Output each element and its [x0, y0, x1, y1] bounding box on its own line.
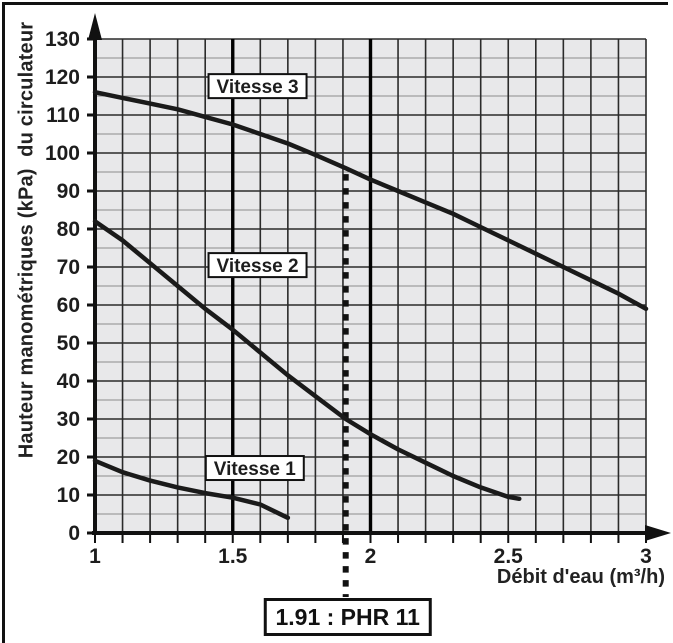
curve-vitesse-2	[92, 219, 522, 502]
y-tick-label: 80	[57, 218, 80, 241]
y-axis-arrow-icon	[88, 13, 102, 40]
y-tick-label: 100	[45, 142, 80, 165]
y-tick-label: 50	[57, 332, 80, 355]
x-axis-title: Débit d'eau (m³/h)	[496, 566, 665, 588]
x-tick-label: 1	[89, 545, 101, 568]
series-label-box	[207, 252, 308, 279]
x-axis-arrow-icon	[645, 525, 671, 541]
curve-vitesse-1	[92, 458, 291, 521]
x-tick-label: 1.5	[218, 545, 248, 568]
series-label: Vitesse 1	[214, 459, 296, 480]
y-tick-label: 10	[57, 484, 80, 507]
series-label-box	[204, 455, 305, 482]
figure-border-top	[2, 2, 668, 5]
y-tick-label: 90	[57, 180, 80, 203]
x-tick-label: 3	[640, 545, 652, 568]
curve-vitesse-3	[92, 89, 649, 312]
y-tick-label: 60	[57, 294, 80, 317]
y-tick-label: 130	[45, 28, 80, 51]
y-tick-label: 120	[45, 66, 80, 89]
y-tick-label: 40	[57, 370, 80, 393]
y-tick-label: 70	[57, 256, 80, 279]
y-tick-label: 110	[46, 104, 80, 127]
y-tick-label: 0	[68, 522, 80, 545]
operating-point-label: 1.91 : PHR 11	[263, 598, 432, 636]
series-label-box	[207, 73, 308, 100]
y-tick-label: 20	[57, 446, 80, 469]
x-tick-label: 2	[365, 545, 377, 568]
series-label: Vitesse 3	[217, 77, 299, 98]
y-tick-label: 30	[57, 408, 80, 431]
figure-border-left	[2, 2, 5, 643]
x-tick-label: 2.5	[494, 545, 524, 568]
series-label: Vitesse 2	[217, 256, 299, 277]
